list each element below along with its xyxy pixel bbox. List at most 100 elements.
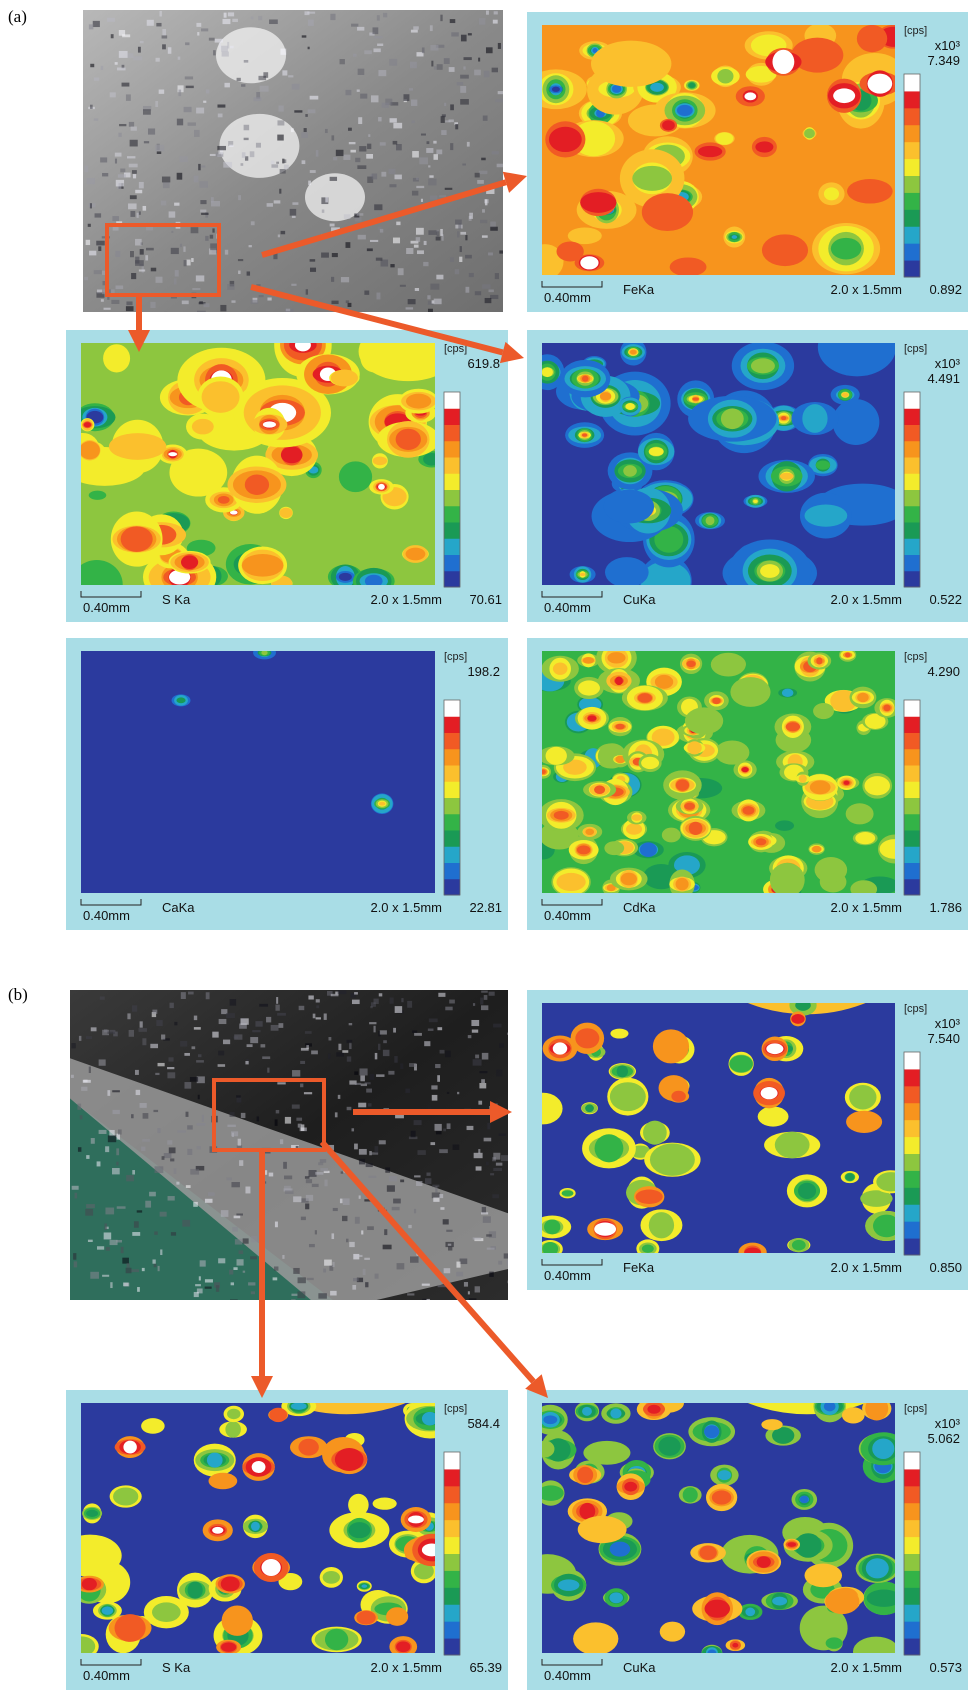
speck bbox=[229, 144, 234, 147]
arrow-head bbox=[525, 1374, 548, 1398]
speck bbox=[183, 106, 192, 113]
speck bbox=[160, 1249, 163, 1256]
speck bbox=[448, 67, 455, 72]
colorbar-step bbox=[904, 813, 920, 831]
speck bbox=[396, 144, 402, 151]
colorbar-frame bbox=[903, 699, 921, 896]
speck bbox=[488, 1231, 497, 1239]
speck bbox=[339, 59, 345, 65]
speck bbox=[298, 1005, 305, 1011]
speck bbox=[369, 1022, 377, 1025]
contour-blob bbox=[603, 489, 655, 524]
speck bbox=[157, 1062, 165, 1067]
speck bbox=[396, 221, 401, 226]
speck bbox=[116, 1161, 119, 1166]
contour-blob bbox=[590, 40, 672, 87]
colorbar-step bbox=[904, 1102, 920, 1121]
contour-blob bbox=[358, 343, 435, 382]
contour-blob bbox=[81, 1636, 96, 1653]
speck bbox=[181, 300, 189, 305]
colorbar-step bbox=[904, 1604, 920, 1622]
contour-blob bbox=[846, 1110, 883, 1133]
contour-blob bbox=[551, 86, 560, 92]
speck bbox=[430, 1142, 436, 1146]
unit-label: [cps] bbox=[444, 651, 467, 663]
speck bbox=[507, 1280, 508, 1284]
speck bbox=[217, 113, 223, 118]
contour-blob bbox=[772, 49, 795, 75]
speck bbox=[436, 149, 443, 155]
speck bbox=[208, 248, 217, 255]
speck bbox=[291, 215, 296, 218]
contour-blob bbox=[542, 1485, 564, 1501]
arrow-shaft bbox=[261, 179, 507, 258]
contour-blob bbox=[609, 1541, 631, 1557]
contour-blob bbox=[542, 1241, 559, 1253]
speck bbox=[93, 118, 99, 121]
speck bbox=[433, 1197, 440, 1202]
colorbar-step bbox=[904, 192, 920, 210]
scale-bar-label: 0.40mm bbox=[544, 908, 591, 923]
speck bbox=[250, 16, 254, 20]
speck bbox=[437, 1027, 443, 1031]
speck bbox=[212, 228, 215, 233]
speck bbox=[475, 1166, 482, 1171]
speck bbox=[284, 1175, 293, 1180]
speck bbox=[90, 1027, 97, 1032]
colorbar-step bbox=[444, 1519, 460, 1538]
speck bbox=[282, 158, 285, 164]
speck bbox=[436, 64, 443, 70]
contour-blob bbox=[661, 827, 681, 843]
speck bbox=[116, 1206, 126, 1209]
colorbar-step bbox=[904, 1052, 920, 1070]
speck bbox=[174, 202, 180, 206]
contour-blob bbox=[114, 1614, 146, 1642]
speck bbox=[238, 1250, 244, 1255]
speck bbox=[125, 94, 131, 101]
contour-blob bbox=[604, 841, 625, 856]
speck bbox=[305, 114, 308, 117]
speck bbox=[229, 45, 234, 49]
contour-blob bbox=[707, 1649, 717, 1653]
unit-label: [cps] bbox=[904, 1003, 927, 1015]
speck bbox=[449, 257, 454, 262]
contour-blob bbox=[573, 1622, 619, 1653]
speck bbox=[463, 66, 466, 70]
speck bbox=[285, 308, 291, 312]
speck bbox=[195, 1165, 205, 1171]
speck bbox=[280, 48, 287, 55]
contour-blob bbox=[872, 1214, 895, 1238]
contour-blob bbox=[779, 472, 794, 480]
speck bbox=[259, 1003, 269, 1007]
speck bbox=[400, 1063, 404, 1069]
speck bbox=[229, 1269, 234, 1275]
contour-blob bbox=[611, 85, 622, 93]
speck bbox=[215, 152, 224, 157]
speck bbox=[127, 53, 134, 58]
speck bbox=[210, 243, 219, 251]
speck bbox=[481, 157, 486, 161]
contour-blob bbox=[688, 821, 703, 835]
speck bbox=[410, 1130, 416, 1138]
speck bbox=[199, 1260, 206, 1267]
speck bbox=[472, 1237, 482, 1240]
speck bbox=[157, 1128, 161, 1134]
speck bbox=[490, 226, 498, 231]
speck bbox=[409, 1063, 416, 1067]
speck bbox=[366, 154, 374, 159]
speck bbox=[427, 300, 434, 305]
speck bbox=[433, 140, 437, 144]
speck bbox=[200, 209, 207, 213]
speck bbox=[188, 991, 194, 995]
speck bbox=[481, 1212, 489, 1215]
contour-blob bbox=[615, 723, 625, 730]
unit-label: [cps] bbox=[904, 343, 927, 355]
speck bbox=[484, 199, 488, 206]
colorbar-step bbox=[444, 878, 460, 896]
contour-blob bbox=[413, 1562, 434, 1580]
speck bbox=[376, 292, 381, 300]
speck bbox=[232, 18, 238, 23]
contour-blob bbox=[123, 1440, 137, 1454]
min-value: 0.892 bbox=[929, 282, 962, 297]
selection-box bbox=[212, 1078, 326, 1152]
